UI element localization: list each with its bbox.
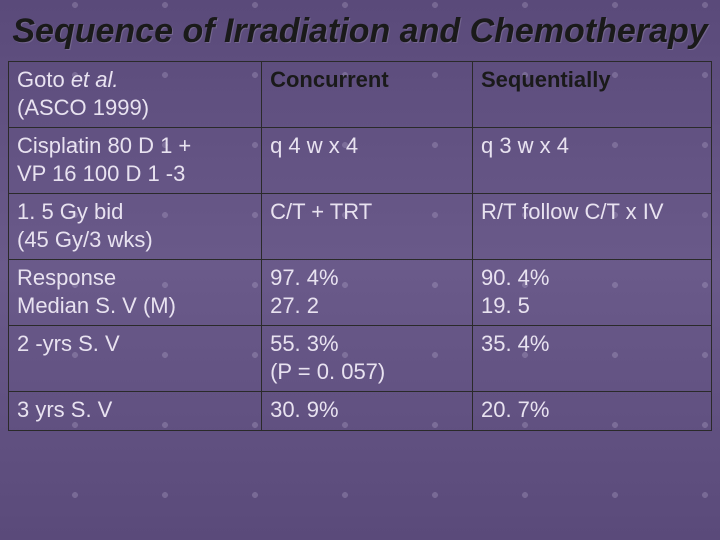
cell: 20. 7% [472, 392, 711, 431]
cell: 97. 4% 27. 2 [262, 260, 473, 326]
table-row: Goto et al. (ASCO 1999) Concurrent Seque… [9, 62, 712, 128]
cell-line: Cisplatin 80 D 1 + [17, 132, 253, 160]
cell-line: Median S. V (M) [17, 292, 253, 320]
cell: 35. 4% [472, 326, 711, 392]
cell: 2 -yrs S. V [9, 326, 262, 392]
table-row: Response Median S. V (M) 97. 4% 27. 2 90… [9, 260, 712, 326]
cell: 90. 4% 19. 5 [472, 260, 711, 326]
cell-line: VP 16 100 D 1 -3 [17, 160, 253, 188]
cell: Cisplatin 80 D 1 + VP 16 100 D 1 -3 [9, 128, 262, 194]
table-row: 3 yrs S. V 30. 9% 20. 7% [9, 392, 712, 431]
cell-line: 27. 2 [270, 292, 464, 320]
cell: q 3 w x 4 [472, 128, 711, 194]
cell-line: Response [17, 264, 253, 292]
cell: R/T follow C/T x IV [472, 194, 711, 260]
table-row: 1. 5 Gy bid (45 Gy/3 wks) C/T + TRT R/T … [9, 194, 712, 260]
study-ref: (ASCO 1999) [17, 94, 253, 122]
study-etal: et al. [71, 67, 119, 92]
cell-line: 90. 4% [481, 264, 703, 292]
study-name: Goto [17, 67, 71, 92]
cell-line: (45 Gy/3 wks) [17, 226, 253, 254]
cell: 55. 3% (P = 0. 057) [262, 326, 473, 392]
cell-line: 55. 3% [270, 330, 464, 358]
cell-line: (P = 0. 057) [270, 358, 464, 386]
cell: 30. 9% [262, 392, 473, 431]
cell-line: 1. 5 Gy bid [17, 198, 253, 226]
data-table: Goto et al. (ASCO 1999) Concurrent Seque… [8, 61, 712, 431]
slide-title: Sequence of Irradiation and Chemotherapy [8, 12, 712, 51]
header-concurrent: Concurrent [262, 62, 473, 128]
cell-line: 19. 5 [481, 292, 703, 320]
cell: 3 yrs S. V [9, 392, 262, 431]
header-sequential: Sequentially [472, 62, 711, 128]
cell-study: Goto et al. (ASCO 1999) [9, 62, 262, 128]
cell: Response Median S. V (M) [9, 260, 262, 326]
cell: q 4 w x 4 [262, 128, 473, 194]
cell: 1. 5 Gy bid (45 Gy/3 wks) [9, 194, 262, 260]
cell-line: 97. 4% [270, 264, 464, 292]
table-row: 2 -yrs S. V 55. 3% (P = 0. 057) 35. 4% [9, 326, 712, 392]
cell: C/T + TRT [262, 194, 473, 260]
table-row: Cisplatin 80 D 1 + VP 16 100 D 1 -3 q 4 … [9, 128, 712, 194]
slide: Sequence of Irradiation and Chemotherapy… [0, 0, 720, 540]
